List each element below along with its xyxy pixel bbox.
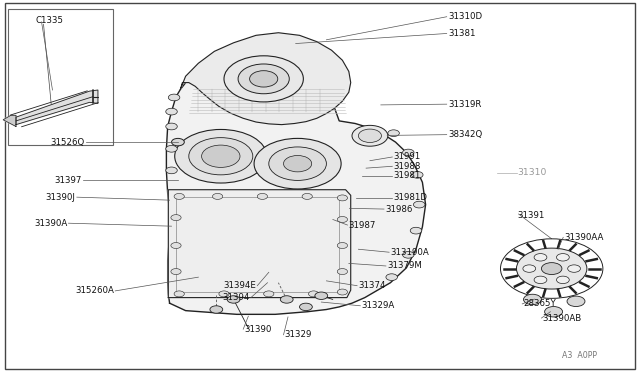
Circle shape (212, 193, 223, 199)
Circle shape (254, 138, 341, 189)
Circle shape (171, 215, 181, 221)
Text: 31310: 31310 (517, 169, 547, 177)
Circle shape (413, 201, 425, 208)
Circle shape (250, 71, 278, 87)
Text: 31397: 31397 (54, 176, 82, 185)
Text: 31310D: 31310D (448, 12, 482, 21)
Circle shape (403, 251, 414, 258)
Polygon shape (16, 90, 98, 125)
Circle shape (280, 296, 293, 303)
Text: 31390: 31390 (244, 325, 272, 334)
Polygon shape (168, 190, 351, 298)
Text: 31391: 31391 (517, 211, 545, 219)
Circle shape (534, 276, 547, 283)
Circle shape (337, 269, 348, 275)
Circle shape (557, 254, 570, 261)
Circle shape (171, 243, 181, 248)
Circle shape (202, 145, 240, 167)
Circle shape (315, 292, 328, 299)
Circle shape (168, 94, 180, 101)
Circle shape (224, 56, 303, 102)
Circle shape (516, 248, 587, 289)
Text: A3  A0PP: A3 A0PP (562, 351, 596, 360)
Polygon shape (3, 115, 16, 126)
Circle shape (524, 294, 541, 305)
Text: 31329A: 31329A (362, 301, 395, 310)
Text: 31390J: 31390J (45, 193, 76, 202)
Text: 31390AB: 31390AB (543, 314, 582, 323)
Text: C1335: C1335 (35, 16, 63, 25)
Text: 31374: 31374 (358, 281, 386, 290)
Polygon shape (166, 50, 426, 314)
Text: 31986: 31986 (385, 205, 413, 214)
Circle shape (523, 265, 536, 272)
Circle shape (541, 263, 562, 275)
Circle shape (386, 274, 397, 280)
Circle shape (337, 243, 348, 248)
Text: 31390A: 31390A (34, 219, 67, 228)
Circle shape (210, 306, 223, 313)
Circle shape (189, 138, 253, 175)
Text: 38342Q: 38342Q (448, 130, 483, 139)
Circle shape (352, 125, 388, 146)
Circle shape (172, 138, 184, 146)
Text: 31319R: 31319R (448, 100, 481, 109)
Circle shape (269, 147, 326, 180)
Circle shape (337, 195, 348, 201)
Circle shape (284, 155, 312, 172)
Circle shape (174, 193, 184, 199)
Circle shape (227, 296, 240, 303)
Text: 31981: 31981 (394, 171, 421, 180)
Circle shape (337, 217, 348, 222)
Text: 31988: 31988 (394, 162, 421, 171)
Circle shape (166, 123, 177, 130)
Circle shape (171, 269, 181, 275)
Circle shape (534, 254, 547, 261)
Text: 315260A: 315260A (75, 286, 114, 295)
Text: 31329: 31329 (285, 330, 312, 339)
Circle shape (308, 291, 319, 297)
Circle shape (166, 108, 177, 115)
Circle shape (567, 296, 585, 307)
Circle shape (545, 307, 563, 317)
Text: 31991: 31991 (394, 153, 421, 161)
Text: 31981D: 31981D (394, 193, 428, 202)
Text: 28365Y: 28365Y (524, 299, 556, 308)
Text: 31381: 31381 (448, 29, 476, 38)
Circle shape (337, 289, 348, 295)
Circle shape (410, 227, 422, 234)
Text: 31394: 31394 (222, 293, 250, 302)
Polygon shape (180, 33, 351, 125)
Text: 31379M: 31379M (387, 262, 422, 270)
Circle shape (174, 291, 184, 297)
Circle shape (219, 291, 229, 297)
Circle shape (264, 291, 274, 297)
Bar (8, 9, 113, 145)
Circle shape (557, 276, 570, 283)
Text: 31526Q: 31526Q (51, 138, 85, 147)
Circle shape (300, 303, 312, 311)
Circle shape (358, 129, 381, 142)
Text: 31987: 31987 (349, 221, 376, 230)
Text: 31390AA: 31390AA (564, 233, 604, 242)
Circle shape (302, 193, 312, 199)
Circle shape (568, 265, 580, 272)
Circle shape (175, 129, 267, 183)
Circle shape (166, 145, 177, 152)
Text: 313190A: 313190A (390, 248, 429, 257)
Circle shape (238, 64, 289, 94)
Circle shape (166, 167, 177, 174)
Circle shape (257, 193, 268, 199)
Text: 31394E: 31394E (223, 281, 256, 290)
Circle shape (412, 171, 423, 178)
Circle shape (403, 149, 414, 156)
Circle shape (388, 130, 399, 137)
